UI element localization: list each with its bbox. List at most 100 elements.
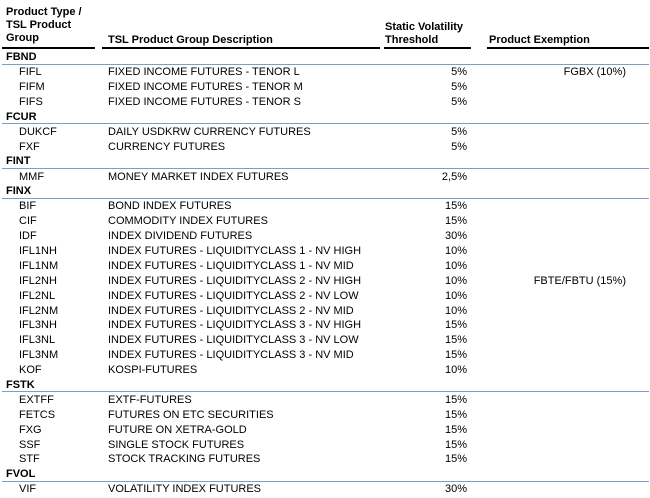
threshold-value: 5% [451, 96, 467, 109]
threshold-value: 15% [444, 393, 467, 406]
threshold-value: 5% [451, 125, 467, 138]
product-code: IFL2NM [19, 304, 59, 317]
threshold-value: 15% [444, 453, 467, 466]
table-row: IFL3NM INDEX FUTURES - LIQUIDITYCLASS 3 … [2, 348, 649, 363]
column-header-line: TSL Product [6, 19, 72, 31]
header-rule-col4 [487, 47, 649, 49]
table-row: FIFS FIXED INCOME FUTURES - TENOR S 5% [2, 95, 649, 110]
section-row: FINT [2, 154, 649, 170]
section-row: FINX [2, 184, 649, 199]
table-row: MMF MONEY MARKET INDEX FUTURES 2,5% [2, 169, 649, 184]
product-code: IFL1NH [19, 245, 57, 258]
threshold-value: 15% [444, 215, 467, 228]
table-row: EXTFF EXTF-FUTURES 15% [2, 392, 649, 407]
product-code: EXTFF [19, 393, 54, 406]
table-row: IFL2NL INDEX FUTURES - LIQUIDITYCLASS 2 … [2, 288, 649, 303]
column-header-static-volatility-threshold: Static Volatility Threshold [385, 21, 463, 47]
product-code: KOF [19, 364, 42, 377]
product-description: SINGLE STOCK FUTURES [108, 438, 245, 451]
table-body: FBND FIFL FIXED INCOME FUTURES - TENOR L… [2, 50, 649, 497]
product-description: FIXED INCOME FUTURES - TENOR M [108, 81, 303, 94]
table-row: IFL1NH INDEX FUTURES - LIQUIDITYCLASS 1 … [2, 244, 649, 259]
table-row: FXF CURRENCY FUTURES 5% [2, 139, 649, 154]
product-description: DAILY USDKRW CURRENCY FUTURES [108, 125, 311, 138]
product-description: FIXED INCOME FUTURES - TENOR S [108, 96, 301, 109]
product-code: IFL3NM [19, 349, 59, 362]
product-code: IFL2NL [19, 289, 56, 302]
threshold-value: 5% [451, 81, 467, 94]
table-row: FIFL FIXED INCOME FUTURES - TENOR L 5% F… [2, 65, 649, 80]
product-code: IDF [19, 230, 37, 243]
threshold-value: 15% [444, 408, 467, 421]
threshold-value: 10% [444, 245, 467, 258]
product-description: KOSPI-FUTURES [108, 364, 198, 377]
product-code: BIF [19, 200, 37, 213]
product-description: INDEX FUTURES - LIQUIDITYCLASS 2 - NV LO… [108, 289, 359, 302]
column-header-line: Threshold [385, 34, 439, 46]
product-code: VIF [19, 483, 37, 496]
product-description: INDEX FUTURES - LIQUIDITYCLASS 3 - NV LO… [108, 334, 359, 347]
section-code: FVOL [6, 467, 36, 480]
product-description: VOLATILITY INDEX FUTURES [108, 483, 262, 496]
section-code: FCUR [6, 110, 37, 123]
product-code: IFL3NL [19, 334, 56, 347]
product-description: BOND INDEX FUTURES [108, 200, 232, 213]
product-description: FUTURE ON XETRA-GOLD [108, 423, 247, 436]
header-rule-col2 [102, 47, 380, 49]
table-row: VIF VOLATILITY INDEX FUTURES 30% [2, 482, 649, 497]
threshold-value: 10% [444, 364, 467, 377]
section-row: FBND [2, 50, 649, 65]
product-code: STF [19, 453, 40, 466]
threshold-value: 15% [444, 319, 467, 332]
product-code: FIFM [19, 81, 45, 94]
threshold-value: 5% [451, 66, 467, 79]
exemption-value: FGBX (10%) [563, 66, 626, 79]
threshold-value: 15% [444, 200, 467, 213]
table-row: FIFM FIXED INCOME FUTURES - TENOR M 5% [2, 80, 649, 95]
table-row: IFL2NM INDEX FUTURES - LIQUIDITYCLASS 2 … [2, 303, 649, 318]
product-description: CURRENCY FUTURES [108, 140, 226, 153]
threshold-value: 10% [444, 274, 467, 287]
column-header-description: TSL Product Group Description [108, 34, 273, 46]
product-description: MONEY MARKET INDEX FUTURES [108, 170, 289, 183]
product-description: INDEX FUTURES - LIQUIDITYCLASS 1 - NV MI… [108, 259, 354, 272]
product-description: INDEX FUTURES - LIQUIDITYCLASS 3 - NV HI… [108, 319, 362, 332]
product-code: CIF [19, 215, 37, 228]
threshold-value: 30% [444, 483, 467, 496]
product-description: STOCK TRACKING FUTURES [108, 453, 261, 466]
table-row: IDF INDEX DIVIDEND FUTURES 30% [2, 229, 649, 244]
threshold-value: 5% [451, 140, 467, 153]
section-code: FBND [6, 50, 37, 63]
threshold-value: 15% [444, 423, 467, 436]
product-description: EXTF-FUTURES [108, 393, 192, 406]
product-code: SSF [19, 438, 41, 451]
section-code: FINX [6, 184, 32, 197]
product-code: FETCS [19, 408, 56, 421]
table-row: KOF KOSPI-FUTURES 10% [2, 363, 649, 378]
table-row: IFL2NH INDEX FUTURES - LIQUIDITYCLASS 2 … [2, 273, 649, 288]
column-header-product-exemption: Product Exemption [489, 34, 590, 46]
product-code: FIFL [19, 66, 42, 79]
product-description: INDEX FUTURES - LIQUIDITYCLASS 2 - NV MI… [108, 304, 354, 317]
product-description: FIXED INCOME FUTURES - TENOR L [108, 66, 300, 79]
product-code: FXG [19, 423, 42, 436]
header-rule-col1 [2, 47, 95, 49]
product-code: MMF [19, 170, 45, 183]
exemption-value: FBTE/FBTU (15%) [533, 274, 626, 287]
threshold-value: 15% [444, 349, 467, 362]
column-header-line: Product Type / [6, 6, 82, 18]
section-row: FSTK [2, 378, 649, 393]
threshold-value: 30% [444, 230, 467, 243]
product-description: INDEX FUTURES - LIQUIDITYCLASS 3 - NV MI… [108, 349, 354, 362]
product-code: IFL1NM [19, 259, 59, 272]
section-row: FCUR [2, 110, 649, 125]
table-row: IFL3NL INDEX FUTURES - LIQUIDITYCLASS 3 … [2, 333, 649, 348]
table-row: FETCS FUTURES ON ETC SECURITIES 15% [2, 407, 649, 422]
product-code: DUKCF [19, 125, 57, 138]
product-description: INDEX FUTURES - LIQUIDITYCLASS 1 - NV HI… [108, 245, 362, 258]
section-row: FVOL [2, 467, 649, 482]
table-row: CIF COMMODITY INDEX FUTURES 15% [2, 214, 649, 229]
table-row: IFL1NM INDEX FUTURES - LIQUIDITYCLASS 1 … [2, 258, 649, 273]
table-row: STF STOCK TRACKING FUTURES 15% [2, 452, 649, 467]
